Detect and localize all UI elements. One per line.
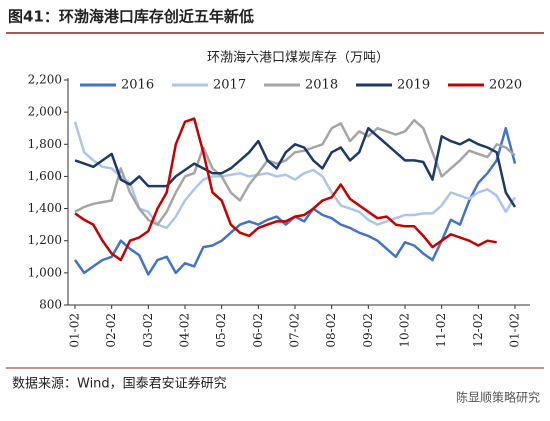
y-tick-label: 2,000 [28,105,62,119]
legend-label: 2020 [489,78,522,93]
x-tick-label: 04-02 [178,313,192,348]
x-tick-label: 02-02 [104,313,118,348]
figure-header: 图41：环渤海港口库存创近五年新低 [8,8,254,26]
series-line [74,117,497,262]
y-tick-label: 2,200 [28,73,62,87]
y-tick-label: 800 [39,298,62,312]
y-tick-label: 1,200 [28,233,62,247]
series-line [73,121,517,230]
x-tick-label: 01-02 [508,313,522,348]
source-note: 数据来源：Wind，国泰君安证券研究 [12,376,227,392]
y-tick-label: 1,800 [28,137,62,151]
y-tick-label: 1,400 [28,201,62,215]
x-tick-label: 10-02 [398,313,412,348]
x-tick-label: 01-02 [68,313,82,348]
x-tick-label: 09-02 [361,313,375,348]
x-tick-label: 07-02 [288,313,302,348]
x-tick-label: 03-02 [141,313,155,348]
series-line [74,126,517,208]
x-tick-label: 11-02 [434,313,448,348]
x-tick-label: 05-02 [214,313,228,348]
watermark: 陈显顺策略研究 [456,390,540,405]
legend-label: 2018 [305,78,338,93]
x-tick-label: 12-02 [471,313,485,348]
y-tick-label: 1,000 [28,265,62,279]
legend-label: 2016 [121,78,154,93]
series-line [74,118,516,226]
legend-label: 2019 [397,78,430,93]
x-tick-label: 08-02 [324,313,338,348]
y-tick-label: 1,600 [28,169,62,183]
chart-title: 环渤海六港口煤炭库存（万吨） [207,50,389,66]
series-line [73,126,517,276]
legend-label: 2017 [213,78,246,93]
x-tick-label: 06-02 [251,313,265,348]
